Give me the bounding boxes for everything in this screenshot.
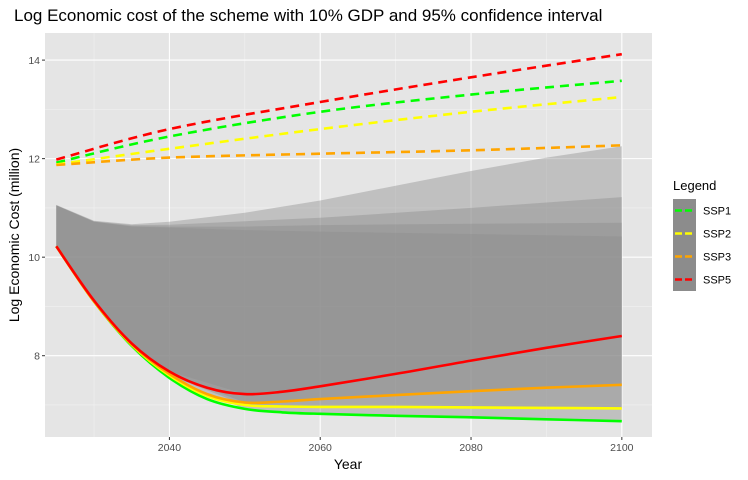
ribbon-ssp5 [56,146,622,395]
grid-minor [45,33,652,437]
x-tick-label: 2100 [610,442,634,454]
ribbon-ssp1 [56,205,622,422]
y-axis-title: Log Economic Cost (million) [6,148,22,322]
y-tick-label: 10 [28,252,40,264]
legend-label-ssp2: SSP2 [703,229,731,241]
legend-key-ssp1 [673,199,696,222]
y-tick-label: 12 [28,154,40,166]
x-tick-label: 2060 [309,442,333,454]
y-tick-label: 8 [34,351,40,363]
legend-label-ssp5: SSP5 [703,275,731,287]
line-solid-ssp5 [55,245,623,396]
ribbon-ssp2 [56,205,622,409]
chart-title: Log Economic cost of the scheme with 10%… [14,6,602,25]
x-axis-title: Year [334,456,363,472]
ribbon-ssp3 [56,197,622,403]
x-tick-label: 2040 [158,442,182,454]
series-lines [55,52,623,423]
confidence-ribbons [56,146,622,422]
plot-panel [45,33,652,437]
axes: 2040 2060 2080 2100 8 10 12 14 [28,55,633,454]
legend: Legend SSP1 SSP2 SSP3 SSP5 [673,178,731,291]
legend-key-ssp3 [673,245,696,268]
legend-key-ssp5 [673,268,696,291]
x-tick-label: 2080 [459,442,483,454]
legend-title: Legend [673,178,716,193]
legend-label-ssp3: SSP3 [703,252,731,264]
line-dashed-ssp3 [56,144,622,167]
grid-major [45,33,652,437]
y-tick-label: 14 [28,55,40,67]
legend-label-ssp1: SSP1 [703,206,731,218]
line-dashed-ssp5 [55,52,622,161]
legend-key-ssp2 [673,222,696,245]
